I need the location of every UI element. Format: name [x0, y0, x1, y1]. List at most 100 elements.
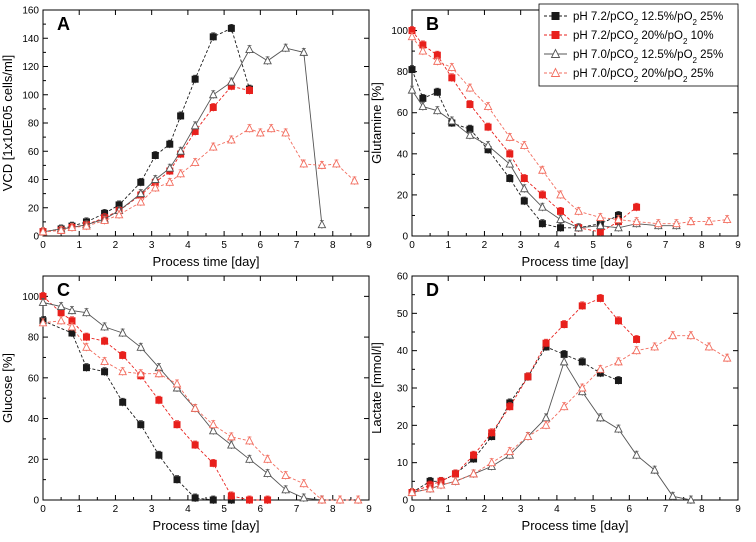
data-point — [118, 328, 128, 337]
x-tick-label: 2 — [482, 504, 488, 515]
data-point — [353, 495, 363, 504]
data-point — [176, 146, 185, 155]
y-tick-label: 100 — [391, 26, 408, 37]
data-point — [317, 219, 327, 229]
data-point — [632, 450, 641, 459]
data-point — [614, 222, 623, 232]
data-point — [38, 297, 48, 306]
series-line — [411, 69, 619, 229]
legend-label-subscript: 2 — [634, 75, 639, 84]
x-tick-label: 6 — [627, 240, 633, 251]
data-point — [190, 157, 200, 167]
data-point — [433, 88, 441, 96]
series-4 — [38, 315, 363, 504]
data-point — [483, 140, 493, 150]
legend-label-text: pH 7.2/pCO — [573, 11, 634, 23]
data-point — [541, 412, 551, 422]
data-point — [264, 496, 272, 504]
x-tick-label: 2 — [113, 240, 119, 251]
data-point — [208, 142, 218, 151]
data-point — [227, 24, 235, 32]
x-tick-label: 0 — [409, 504, 415, 515]
x-tick-label: 1 — [76, 240, 82, 251]
data-point — [317, 160, 327, 169]
data-point — [506, 150, 514, 158]
legend-label-text: pH 7.0/pCO — [573, 49, 634, 61]
x-tick-label: 5 — [221, 504, 227, 515]
y-tick-label: 60 — [28, 147, 40, 158]
data-point — [100, 356, 109, 365]
y-tick-label: 80 — [28, 119, 40, 130]
data-point — [469, 468, 478, 478]
x-tick-label: 3 — [149, 504, 155, 515]
data-point — [433, 56, 442, 65]
legend-label-text: 25% — [687, 68, 713, 80]
data-point — [245, 435, 254, 445]
data-point — [165, 163, 175, 172]
data-point — [245, 454, 254, 463]
data-point — [465, 130, 475, 139]
x-tick-label: 0 — [40, 504, 46, 515]
data-point — [151, 151, 159, 159]
data-point — [614, 377, 622, 385]
data-point — [155, 451, 163, 459]
legend-label-subscript: 2 — [634, 18, 639, 27]
y-tick-label: 40 — [28, 414, 40, 425]
data-point — [722, 214, 732, 224]
x-tick-label: 1 — [76, 504, 82, 515]
data-point — [596, 412, 605, 422]
x-tick-label: 5 — [590, 504, 596, 515]
series-4 — [407, 31, 732, 228]
x-tick-label: 8 — [330, 504, 336, 515]
data-point — [418, 46, 428, 55]
series-1 — [39, 24, 253, 236]
series-line — [42, 320, 359, 501]
plot-frame — [411, 275, 739, 501]
data-point — [299, 158, 309, 168]
data-point — [520, 174, 528, 182]
y-tick-label: 80 — [28, 333, 40, 344]
data-point — [245, 123, 254, 133]
data-point — [317, 495, 327, 504]
data-point — [686, 216, 696, 226]
x-axis-title: Process time [day] — [153, 254, 260, 269]
series-line — [411, 360, 691, 501]
legend-label-text: pH 7.2/pCO — [573, 30, 634, 42]
y-tick-label: 50 — [397, 309, 409, 320]
data-point — [419, 94, 427, 102]
data-point — [209, 103, 217, 111]
data-point — [484, 123, 492, 131]
y-axis-title: Lactate [mmol/l] — [369, 342, 384, 434]
data-point — [208, 89, 218, 99]
data-point — [650, 341, 660, 351]
series-line — [42, 302, 322, 501]
y-tick-label: 80 — [397, 67, 409, 78]
data-point — [425, 483, 435, 493]
data-point — [281, 470, 291, 480]
data-point — [560, 350, 568, 358]
series-line — [42, 85, 250, 233]
y-tick-label: 40 — [28, 175, 40, 186]
data-point — [596, 228, 604, 236]
data-point — [101, 337, 109, 345]
data-point — [672, 218, 681, 228]
x-tick-label: 6 — [258, 504, 264, 515]
y-tick-label: 100 — [22, 292, 39, 303]
series-line — [411, 335, 728, 493]
x-tick-label: 1 — [445, 240, 451, 251]
series-3 — [38, 297, 327, 504]
series-4 — [38, 123, 359, 236]
data-point — [136, 188, 146, 198]
x-tick-label: 1 — [445, 504, 451, 515]
y-tick-label: 0 — [402, 232, 408, 243]
data-point — [433, 105, 442, 115]
y-tick-label: 20 — [397, 190, 409, 201]
data-point — [299, 478, 309, 488]
data-point — [263, 468, 272, 477]
data-point — [519, 140, 529, 150]
data-point — [556, 189, 565, 199]
data-point — [227, 492, 235, 500]
data-point — [578, 302, 586, 310]
x-tick-label: 9 — [366, 240, 372, 251]
